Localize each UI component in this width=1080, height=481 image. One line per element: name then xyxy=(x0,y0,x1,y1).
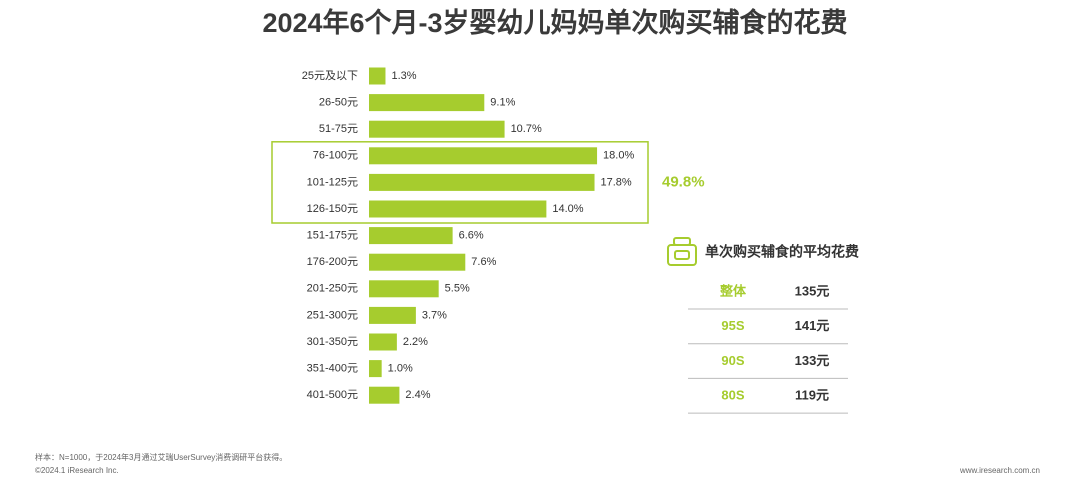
category-label: 351-400元 xyxy=(307,363,358,375)
bar xyxy=(369,147,598,165)
bar xyxy=(369,120,505,138)
data-label: 10.7% xyxy=(511,123,542,135)
category-label: 101-125元 xyxy=(307,176,358,188)
footer-site: www.iresearch.com.cn xyxy=(959,466,1040,475)
footer-note: 样本：N=1000，于2024年3月通过艾瑞UserSurvey消费调研平台获得… xyxy=(35,452,287,462)
data-label: 9.1% xyxy=(490,97,515,109)
table-group: 90S xyxy=(721,353,744,368)
data-label: 14.0% xyxy=(552,203,583,215)
data-label: 5.5% xyxy=(445,283,470,295)
data-label: 2.4% xyxy=(405,389,430,401)
data-label: 17.8% xyxy=(601,176,632,188)
data-label: 6.6% xyxy=(459,230,484,242)
data-label: 18.0% xyxy=(603,150,634,162)
category-label: 76-100元 xyxy=(313,150,358,162)
chart-title: 2024年6个月-3岁婴幼儿妈妈单次购买辅食的花费 xyxy=(262,7,847,38)
table-group: 整体 xyxy=(719,283,747,298)
category-label: 126-150元 xyxy=(307,203,358,215)
category-label: 176-200元 xyxy=(307,256,358,268)
table-value: 133元 xyxy=(795,353,830,368)
category-label: 301-350元 xyxy=(307,336,358,348)
table-value: 141元 xyxy=(795,318,830,333)
footer-copyright: ©2024.1 iResearch Inc. xyxy=(35,466,119,475)
category-label: 26-50元 xyxy=(319,97,358,109)
data-label: 7.6% xyxy=(471,256,496,268)
table-value: 135元 xyxy=(795,283,830,298)
bar xyxy=(369,253,466,271)
data-label: 1.3% xyxy=(391,70,416,82)
category-label: 201-250元 xyxy=(307,283,358,295)
table-value: 119元 xyxy=(795,388,829,403)
bar xyxy=(369,360,382,378)
highlight-label: 49.8% xyxy=(662,173,705,190)
category-label: 151-175元 xyxy=(307,230,358,242)
bar xyxy=(369,67,386,85)
category-label: 51-75元 xyxy=(319,123,358,135)
bar xyxy=(369,200,547,218)
bar xyxy=(369,386,400,404)
data-label: 1.0% xyxy=(388,363,413,375)
data-label: 3.7% xyxy=(422,309,447,321)
bar xyxy=(369,280,439,298)
table-title: 单次购买辅食的平均花费 xyxy=(705,244,859,260)
bar xyxy=(369,333,397,351)
category-label: 401-500元 xyxy=(307,389,358,401)
category-label: 25元及以下 xyxy=(302,70,358,82)
category-label: 251-300元 xyxy=(307,309,358,321)
table-group: 95S xyxy=(721,318,744,333)
data-label: 2.2% xyxy=(403,336,428,348)
bar xyxy=(369,173,595,191)
bar xyxy=(369,306,416,324)
bar xyxy=(369,227,453,245)
bar xyxy=(369,94,485,112)
highlight-box xyxy=(271,141,649,224)
avg-icon xyxy=(667,237,697,266)
table-group: 80S xyxy=(721,388,744,403)
